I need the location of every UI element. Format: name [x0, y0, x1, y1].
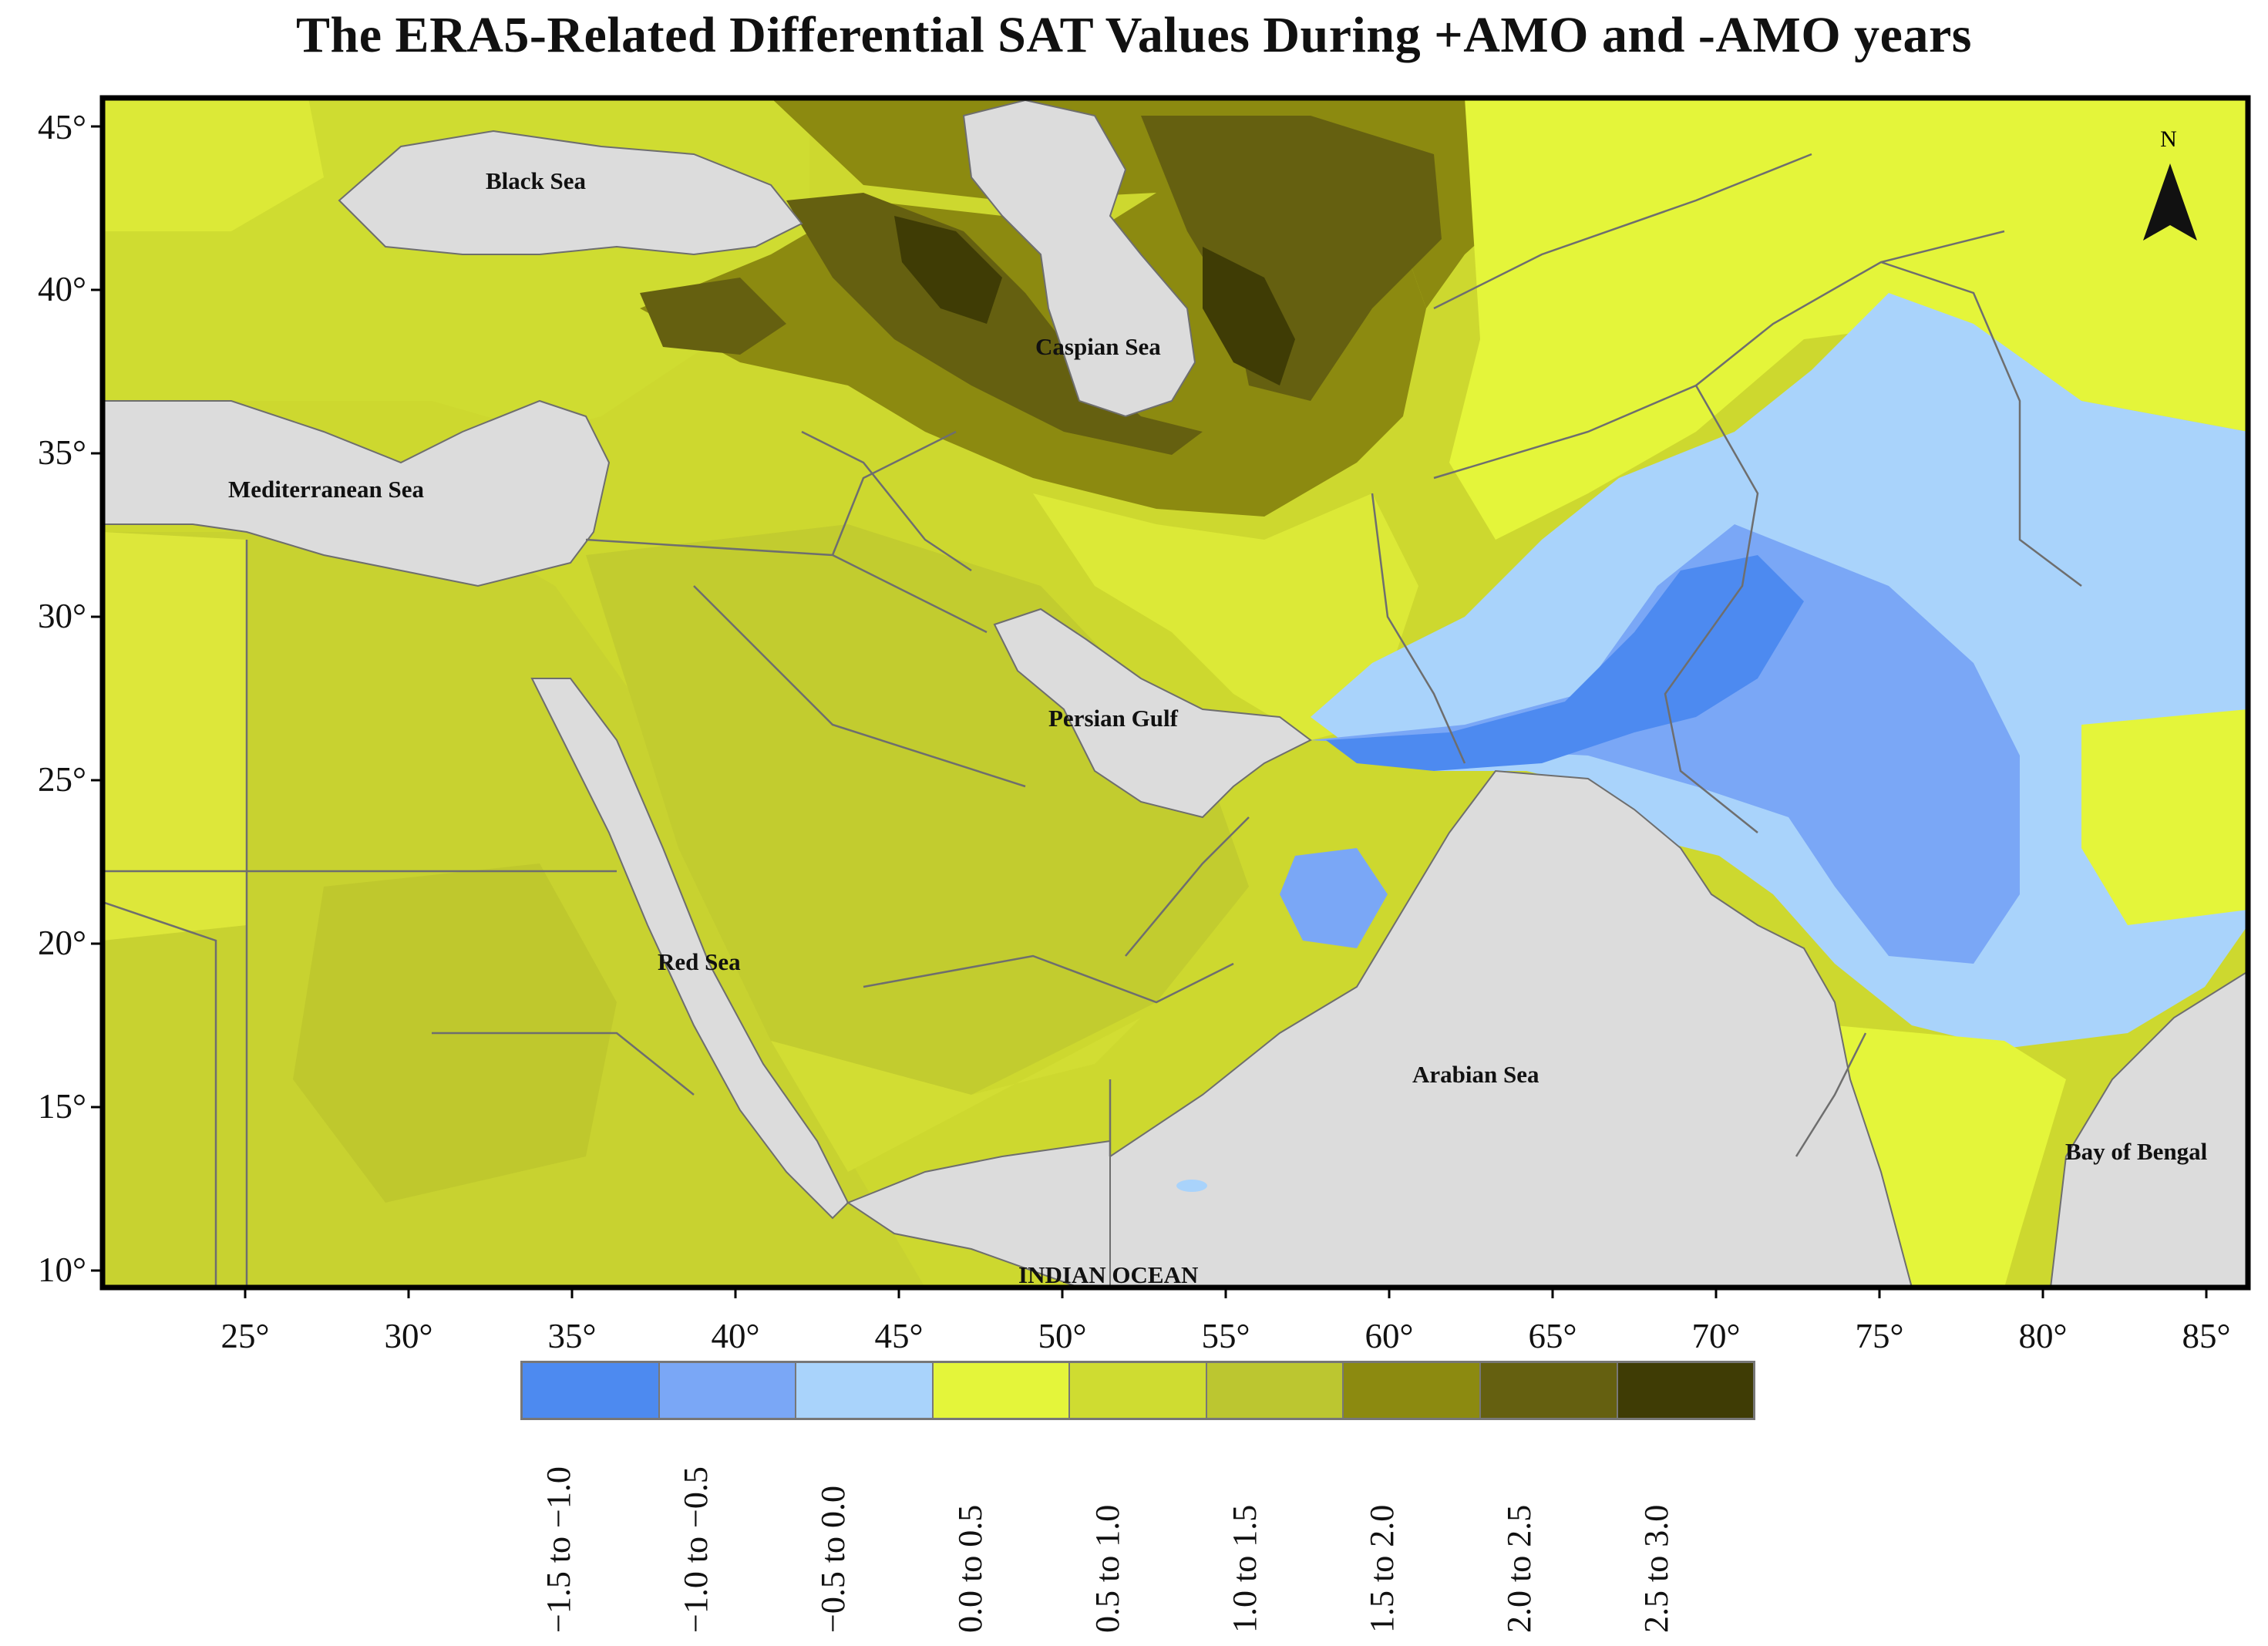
- lat-tick-label: 45°: [38, 108, 86, 146]
- legend-label-wrap: −1.0 to −0.5: [677, 1440, 728, 1633]
- map-body: [103, 98, 2248, 1288]
- legend-label-wrap: 0.0 to 0.5: [951, 1440, 1002, 1633]
- legend-label: 2.0 to 2.5: [1500, 1504, 1538, 1633]
- label-caspian-sea: Caspian Sea: [1035, 333, 1161, 360]
- turkmenistan-hottest: [1203, 247, 1295, 385]
- africa-bright-strip: [103, 532, 247, 941]
- gulf-of-aden: [846, 1139, 1111, 1288]
- island-detail: [1176, 1180, 1207, 1192]
- india-east-yellow: [2081, 709, 2248, 925]
- lon-axis: 25° 30° 35° 40° 45° 50° 55° 60° 65° 70° …: [221, 1288, 2231, 1355]
- label-persian-gulf: Persian Gulf: [1048, 705, 1179, 732]
- cool-zone-mid: [1311, 524, 2020, 964]
- legend-swatch: [796, 1363, 934, 1418]
- lat-tick-label: 30°: [38, 597, 86, 635]
- legend-swatch: [1617, 1363, 1754, 1418]
- lon-tick-label: 60°: [1365, 1317, 1414, 1355]
- legend-label: 1.0 to 1.5: [1226, 1504, 1264, 1633]
- north-label: N: [2160, 126, 2177, 152]
- legend-label-wrap: 1.5 to 2.0: [1363, 1440, 1414, 1633]
- legend-swatch: [1344, 1363, 1481, 1418]
- legend-swatch: [1206, 1363, 1344, 1418]
- lat-tick-label: 15°: [38, 1087, 86, 1126]
- caucasus-hottest: [894, 216, 1002, 324]
- lat-tick-label: 10°: [38, 1250, 86, 1289]
- lon-tick-label: 65°: [1529, 1317, 1577, 1355]
- anatolia-east-hot: [640, 278, 786, 355]
- legend-swatch: [1070, 1363, 1207, 1418]
- legend-swatch: [659, 1363, 797, 1418]
- central-asia-yellow: [1449, 98, 2248, 540]
- label-bay-of-bengal: Bay of Bengal: [2065, 1138, 2208, 1165]
- lon-tick-label: 55°: [1202, 1317, 1250, 1355]
- bay-of-bengal: [2049, 970, 2248, 1288]
- legend-swatch: [933, 1363, 1071, 1418]
- north-arrow-icon: [2143, 163, 2170, 241]
- lat-tick-label: 35°: [38, 433, 86, 472]
- oman-cool-spot: [1280, 848, 1388, 948]
- turkmenistan-hot: [1141, 116, 1442, 401]
- iran-south-bright: [1033, 493, 1418, 740]
- legend-label: −0.5 to 0.0: [814, 1485, 852, 1633]
- label-arabian-sea: Arabian Sea: [1412, 1061, 1539, 1088]
- label-red-sea: Red Sea: [658, 948, 741, 975]
- legend-label-wrap: 1.0 to 1.5: [1226, 1440, 1277, 1633]
- mediterranean-sea: [103, 399, 611, 587]
- legend-label: −1.0 to −0.5: [677, 1466, 715, 1633]
- lat-tick-label: 40°: [38, 270, 86, 308]
- lat-tick-label: 20°: [38, 924, 86, 962]
- lon-tick-label: 35°: [548, 1317, 597, 1355]
- lat-axis: 45° 40° 35° 30° 25° 20° 15° 10°: [38, 108, 103, 1289]
- legend-label: 0.0 to 0.5: [951, 1504, 989, 1633]
- legend-swatch: [1480, 1363, 1618, 1418]
- legend-label: 2.5 to 3.0: [1637, 1504, 1675, 1633]
- arabia-south-bright: [771, 1018, 1141, 1172]
- legend-label-wrap: 2.0 to 2.5: [1500, 1440, 1551, 1633]
- black-sea: [338, 130, 803, 256]
- legend-label-wrap: −0.5 to 0.0: [814, 1440, 865, 1633]
- legend-bar: [520, 1361, 1755, 1420]
- legend-label-wrap: 2.5 to 3.0: [1637, 1440, 1688, 1633]
- lon-tick-label: 50°: [1038, 1317, 1087, 1355]
- map-title: The ERA5-Related Differential SAT Values…: [296, 7, 1972, 63]
- legend-label: −1.5 to −1.0: [540, 1466, 577, 1633]
- label-indian-ocean: INDIAN OCEAN: [1018, 1261, 1198, 1288]
- arabian-sea: [1109, 769, 1913, 1288]
- lon-tick-label: 30°: [385, 1317, 433, 1355]
- map-frame: [99, 95, 2251, 1291]
- lon-tick-label: 40°: [712, 1317, 760, 1355]
- balkans-bright: [103, 98, 324, 231]
- red-sea: [530, 678, 850, 1220]
- legend-swatch: [523, 1363, 660, 1418]
- legend-label-wrap: 0.5 to 1.0: [1089, 1440, 1139, 1633]
- lat-tick-label: 25°: [38, 760, 86, 799]
- label-mediterranean-sea: Mediterranean Sea: [228, 476, 424, 503]
- legend-label: 1.5 to 2.0: [1363, 1504, 1401, 1633]
- persian-gulf: [993, 608, 1312, 819]
- north-arrow: N: [2143, 126, 2197, 241]
- lon-tick-label: 85°: [2182, 1317, 2231, 1355]
- lon-tick-label: 45°: [875, 1317, 924, 1355]
- lon-tick-label: 80°: [2019, 1317, 2068, 1355]
- lon-tick-label: 75°: [1856, 1317, 1904, 1355]
- legend-label-wrap: −1.5 to −1.0: [540, 1440, 591, 1633]
- lon-tick-label: 70°: [1692, 1317, 1741, 1355]
- legend-label: 0.5 to 1.0: [1089, 1504, 1126, 1633]
- lon-tick-label: 25°: [221, 1317, 270, 1355]
- country-borders: [103, 153, 2082, 1288]
- cool-zone-core: [1326, 555, 1804, 771]
- caspian-sea: [962, 99, 1196, 418]
- label-black-sea: Black Sea: [486, 167, 587, 194]
